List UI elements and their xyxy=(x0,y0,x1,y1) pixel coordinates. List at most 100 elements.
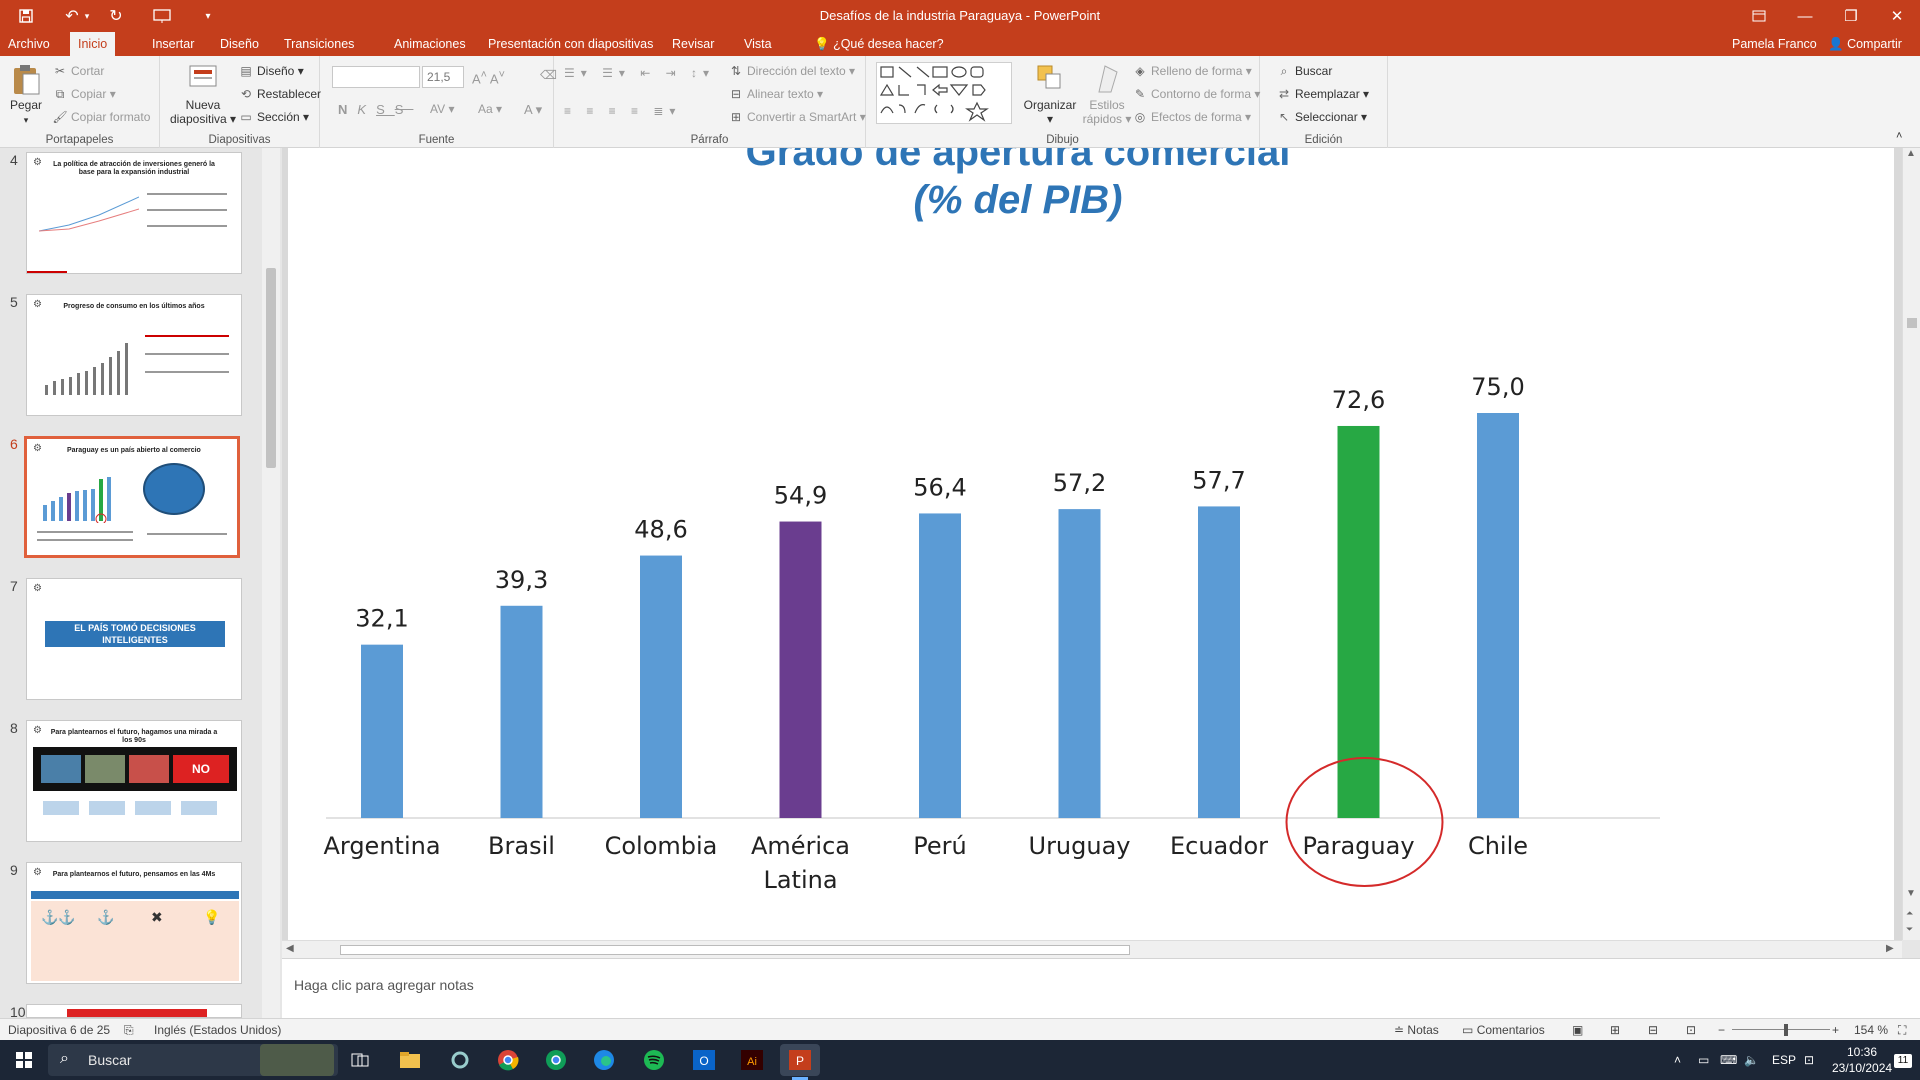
bar-chile[interactable] xyxy=(1477,413,1519,818)
tab-vista[interactable]: Vista xyxy=(744,37,772,51)
shapes-gallery[interactable] xyxy=(876,62,1012,124)
paste-dropdown-icon[interactable]: ▾ xyxy=(23,115,29,125)
tell-me-box[interactable]: 💡 ¿Qué desea hacer? xyxy=(806,32,952,56)
slide-thumbnail-5[interactable]: ⚙ Progreso de consumo en los últimos año… xyxy=(26,294,242,416)
list-buttons[interactable]: ☰▾ ☰▾ ⇤ ⇥ ↕▾ xyxy=(564,66,716,80)
format-painter-button[interactable]: 🖌 Copiar formato xyxy=(52,110,150,124)
shape-effects-button[interactable]: ◎ Efectos de forma ▾ xyxy=(1132,110,1251,124)
quick-styles-button[interactable]: Estilos rápidos ▾ xyxy=(1080,62,1134,126)
share-button[interactable]: 👤 Compartir xyxy=(1828,32,1902,56)
outlook-icon[interactable]: O xyxy=(684,1044,724,1076)
scroll-left-icon[interactable]: ◀ xyxy=(286,943,294,954)
minimize-icon[interactable]: — xyxy=(1797,7,1813,25)
replace-button[interactable]: ⇄ Reemplazar ▾ xyxy=(1276,87,1369,101)
bar-colombia[interactable] xyxy=(640,555,682,818)
show-hidden-icons-icon[interactable]: ˄ xyxy=(1674,1053,1682,1067)
close-icon[interactable]: ✕ xyxy=(1890,8,1904,25)
thumbnails-scrollbar[interactable] xyxy=(262,148,280,1018)
ribbon-display-options-icon[interactable] xyxy=(1736,0,1782,32)
slideshow-icon[interactable]: ⊡ xyxy=(1686,1023,1697,1037)
slide-thumbnail-10[interactable] xyxy=(26,1004,242,1018)
align-text-button[interactable]: ⊟ Alinear texto ▾ xyxy=(728,87,823,101)
tab-insertar[interactable]: Insertar xyxy=(152,37,195,51)
app-gear-icon[interactable] xyxy=(440,1044,480,1076)
bar-ecuador[interactable] xyxy=(1198,506,1240,818)
slide-thumbnail-4[interactable]: ⚙ La política de atracción de inversione… xyxy=(26,152,242,274)
save-icon[interactable] xyxy=(10,0,42,32)
zoom-in-icon[interactable]: + xyxy=(1832,1023,1840,1037)
powerpoint-icon[interactable]: P xyxy=(780,1044,820,1076)
language-indicator[interactable]: Inglés (Estados Unidos) xyxy=(154,1023,282,1037)
reset-button[interactable]: ⟲ Restablecer xyxy=(238,87,321,101)
comments-toggle[interactable]: ▭ Comentarios xyxy=(1462,1019,1545,1041)
next-slide-icon[interactable]: ⏷ xyxy=(1906,924,1914,934)
spellcheck-icon[interactable]: ⎘ xyxy=(124,1023,134,1037)
widget-icon[interactable]: ⊡ xyxy=(1804,1053,1815,1067)
vertical-scrollbar[interactable]: ▲ ▼ ⏶ ⏷ xyxy=(1902,148,1920,940)
spotify-icon[interactable] xyxy=(634,1044,674,1076)
slide-thumbnail-8[interactable]: ⚙ Para plantearnos el futuro, hagamos un… xyxy=(26,720,242,842)
undo-dropdown-icon[interactable]: ▾ xyxy=(84,10,90,21)
slide-thumbnail-7[interactable]: ⚙ EL PAÍS TOMÓ DECISIONES INTELIGENTES xyxy=(26,578,242,700)
undo-icon[interactable]: ↶ xyxy=(65,8,79,25)
scroll-down-icon[interactable]: ▼ xyxy=(1906,888,1916,899)
scroll-up-icon[interactable]: ▲ xyxy=(1906,148,1916,159)
notes-toggle[interactable]: ≐ Notas xyxy=(1394,1019,1439,1041)
zoom-out-icon[interactable]: − xyxy=(1718,1023,1726,1037)
file-explorer-icon[interactable] xyxy=(390,1044,430,1076)
previous-slide-icon[interactable]: ⏶ xyxy=(1906,908,1914,918)
redo-icon[interactable]: ↻ xyxy=(109,8,123,25)
layout-button[interactable]: ▤ Diseño ▾ xyxy=(238,64,303,78)
present-from-start-icon[interactable] xyxy=(146,0,178,32)
normal-view-icon[interactable]: ▣ xyxy=(1572,1023,1584,1037)
change-case-icon[interactable]: Aa ▾ xyxy=(478,102,503,116)
illustrator-icon[interactable]: Ai xyxy=(732,1044,772,1076)
language-indicator[interactable]: ESP xyxy=(1772,1053,1797,1067)
arrange-button[interactable]: Organizar ▾ xyxy=(1016,62,1084,126)
font-grow-icon[interactable]: A˄ A˅ xyxy=(472,69,505,87)
shape-fill-button[interactable]: ◈ Relleno de forma ▾ xyxy=(1132,64,1251,78)
tab-archivo[interactable]: Archivo xyxy=(8,37,50,51)
collapse-ribbon-icon[interactable]: ˄ xyxy=(1896,130,1903,142)
tab-animaciones[interactable]: Animaciones xyxy=(394,37,466,51)
select-button[interactable]: ↖ Seleccionar ▾ xyxy=(1276,110,1367,124)
font-style-buttons[interactable]: NKSS xyxy=(338,102,414,117)
tab-revisar[interactable]: Revisar xyxy=(672,37,715,51)
cut-button[interactable]: ✂ Cortar xyxy=(52,64,104,78)
slide-thumbnail-6-selected[interactable]: ⚙ Paraguay es un país abierto al comerci… xyxy=(24,436,240,558)
bar-paraguay[interactable] xyxy=(1337,425,1380,818)
taskbar-search[interactable]: ⌕ Buscar xyxy=(48,1044,338,1076)
tab-diseno[interactable]: Diseño xyxy=(220,37,259,51)
edge-icon[interactable] xyxy=(584,1044,624,1076)
network-icon[interactable]: ⌨ xyxy=(1720,1053,1738,1067)
speaker-icon[interactable]: 🔈 xyxy=(1744,1053,1759,1067)
notes-pane[interactable]: Haga clic para agregar notas xyxy=(282,958,1920,1018)
smartart-button[interactable]: ⊞ Convertir a SmartArt ▾ xyxy=(728,110,866,124)
slide-thumbnail-9[interactable]: ⚙ Para plantearnos el futuro, pensamos e… xyxy=(26,862,242,984)
zoom-slider[interactable] xyxy=(1732,1029,1830,1030)
text-direction-button[interactable]: ⇅ Dirección del texto ▾ xyxy=(728,64,855,78)
copy-button[interactable]: ⧉ Copiar ▾ xyxy=(52,87,116,102)
zoom-slider-thumb[interactable] xyxy=(1784,1024,1788,1036)
bar-perú[interactable] xyxy=(919,513,961,818)
find-button[interactable]: ⌕ Buscar xyxy=(1276,64,1333,79)
shape-outline-button[interactable]: ✎ Contorno de forma ▾ xyxy=(1132,87,1260,101)
font-size-input[interactable]: 21,5 xyxy=(422,66,464,88)
new-slide-button[interactable]: Nueva diapositiva ▾ xyxy=(168,62,238,126)
paste-button[interactable]: Pegar ▾ xyxy=(6,62,46,126)
horizontal-scrollbar[interactable]: ◀ ▶ xyxy=(282,940,1902,958)
bar-américa-latina[interactable] xyxy=(779,521,822,818)
taskbar-clock[interactable]: 10:36 23/10/2024 xyxy=(1832,1044,1892,1076)
tab-inicio[interactable]: Inicio xyxy=(70,32,116,56)
bar-brasil[interactable] xyxy=(500,605,543,818)
slide-canvas[interactable]: Grado de apertura comercial (% del PIB) … xyxy=(288,148,1894,940)
reading-view-icon[interactable]: ⊟ xyxy=(1648,1023,1659,1037)
scroll-right-icon[interactable]: ▶ xyxy=(1886,943,1894,954)
thumbnails-scroll-handle[interactable] xyxy=(266,268,276,468)
zoom-level[interactable]: 154 % xyxy=(1854,1023,1889,1037)
user-name[interactable]: Pamela Franco xyxy=(1732,37,1817,51)
bar-chart[interactable]: 32,1 Argentina 39,3 Brasil 48,6 Colombia 54,9 A… xyxy=(288,148,1894,940)
notification-badge[interactable]: 11 xyxy=(1894,1054,1912,1068)
task-view-icon[interactable] xyxy=(340,1044,380,1076)
tab-transiciones[interactable]: Transiciones xyxy=(284,37,355,51)
